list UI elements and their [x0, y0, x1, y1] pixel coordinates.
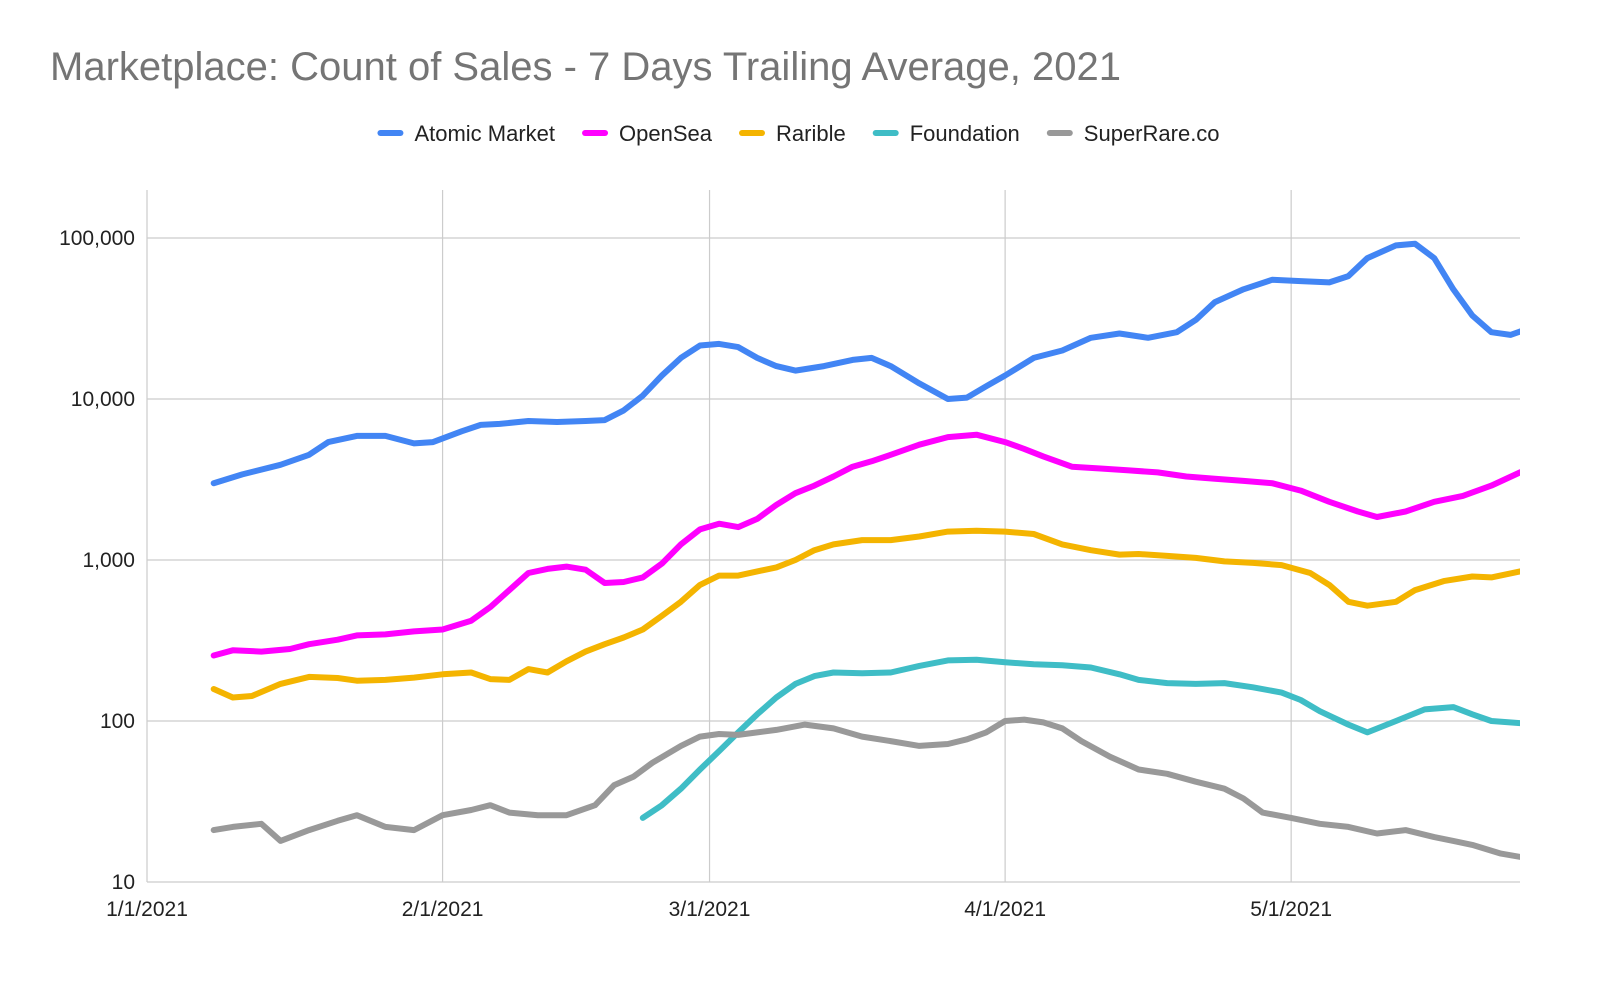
x-axis: 1/1/2021 2/1/2021 3/1/2021 4/1/2021 5/1/2021: [106, 898, 1332, 921]
y-tick-label: 1,000: [82, 549, 135, 572]
legend-item-atomic-market[interactable]: Atomic Market: [377, 121, 555, 146]
series-line-superrare-co: [210, 716, 1520, 860]
gridlines: [146, 190, 1520, 883]
x-tick-label: 5/1/2021: [1250, 898, 1332, 921]
legend-label: SuperRare.co: [1084, 121, 1220, 146]
y-tick-label: 10,000: [71, 388, 135, 411]
legend-item-foundation[interactable]: Foundation: [872, 121, 1020, 146]
y-tick-label: 10: [112, 871, 135, 894]
series-line-atomic-market: [210, 240, 1520, 487]
y-tick-label: 100: [100, 710, 135, 733]
series-line-rarible: [210, 527, 1520, 701]
plot-area: [210, 240, 1520, 860]
x-tick-label: 3/1/2021: [669, 898, 751, 921]
legend-label: Atomic Market: [414, 121, 555, 146]
legend-item-superrare-co[interactable]: SuperRare.co: [1046, 121, 1220, 146]
chart-title: Marketplace: Count of Sales - 7 Days Tra…: [50, 45, 1121, 89]
legend-label: Foundation: [910, 121, 1020, 146]
y-tick-label: 100,000: [59, 227, 135, 250]
y-axis: 10 100 1,000 10,000 100,000: [59, 227, 135, 894]
series-line-foundation: [639, 656, 1520, 821]
legend-item-rarible[interactable]: Rarible: [739, 121, 846, 146]
legend: Atomic Market OpenSea Rarible Foundation Sup…: [377, 121, 1220, 146]
x-tick-label: 4/1/2021: [964, 898, 1046, 921]
legend-label: Rarible: [776, 121, 846, 146]
legend-item-opensea[interactable]: OpenSea: [582, 121, 713, 146]
series-line-opensea: [210, 431, 1520, 659]
x-tick-label: 2/1/2021: [402, 898, 484, 921]
legend-label: OpenSea: [619, 121, 713, 146]
x-tick-label: 1/1/2021: [106, 898, 188, 921]
